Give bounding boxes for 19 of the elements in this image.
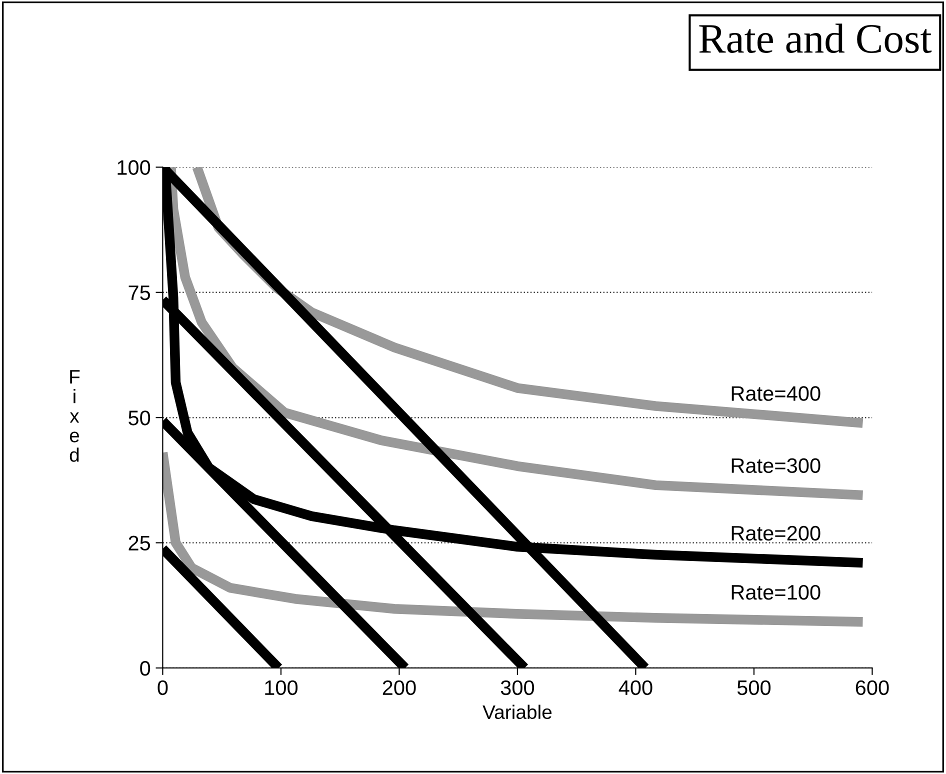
series-label: Rate=100 <box>732 584 820 600</box>
x-tick-label: 200 <box>382 680 416 696</box>
series-label: Rate=200 <box>732 526 820 541</box>
series-label: Rate=400 <box>732 386 820 401</box>
x-axis-title: Variable <box>482 704 552 720</box>
series-label: Rate=300 <box>732 458 820 474</box>
y-tick-label: 75 <box>128 286 150 300</box>
x-tick-label: 600 <box>856 680 889 696</box>
y-tick-label: 25 <box>128 536 150 551</box>
x-tick-label: 500 <box>737 680 771 696</box>
x-tick-label: 0 <box>158 680 168 696</box>
y-tick-label: 100 <box>118 160 150 175</box>
y-tick-label: 0 <box>140 660 150 676</box>
x-tick-label: 300 <box>500 680 534 696</box>
chart-title: Rate and Cost <box>699 24 932 53</box>
x-tick-label: 400 <box>618 680 652 696</box>
x-tick-label: 100 <box>265 680 298 696</box>
y-axis-title: Fixed <box>70 370 80 462</box>
y-tick-label: 50 <box>128 410 150 426</box>
